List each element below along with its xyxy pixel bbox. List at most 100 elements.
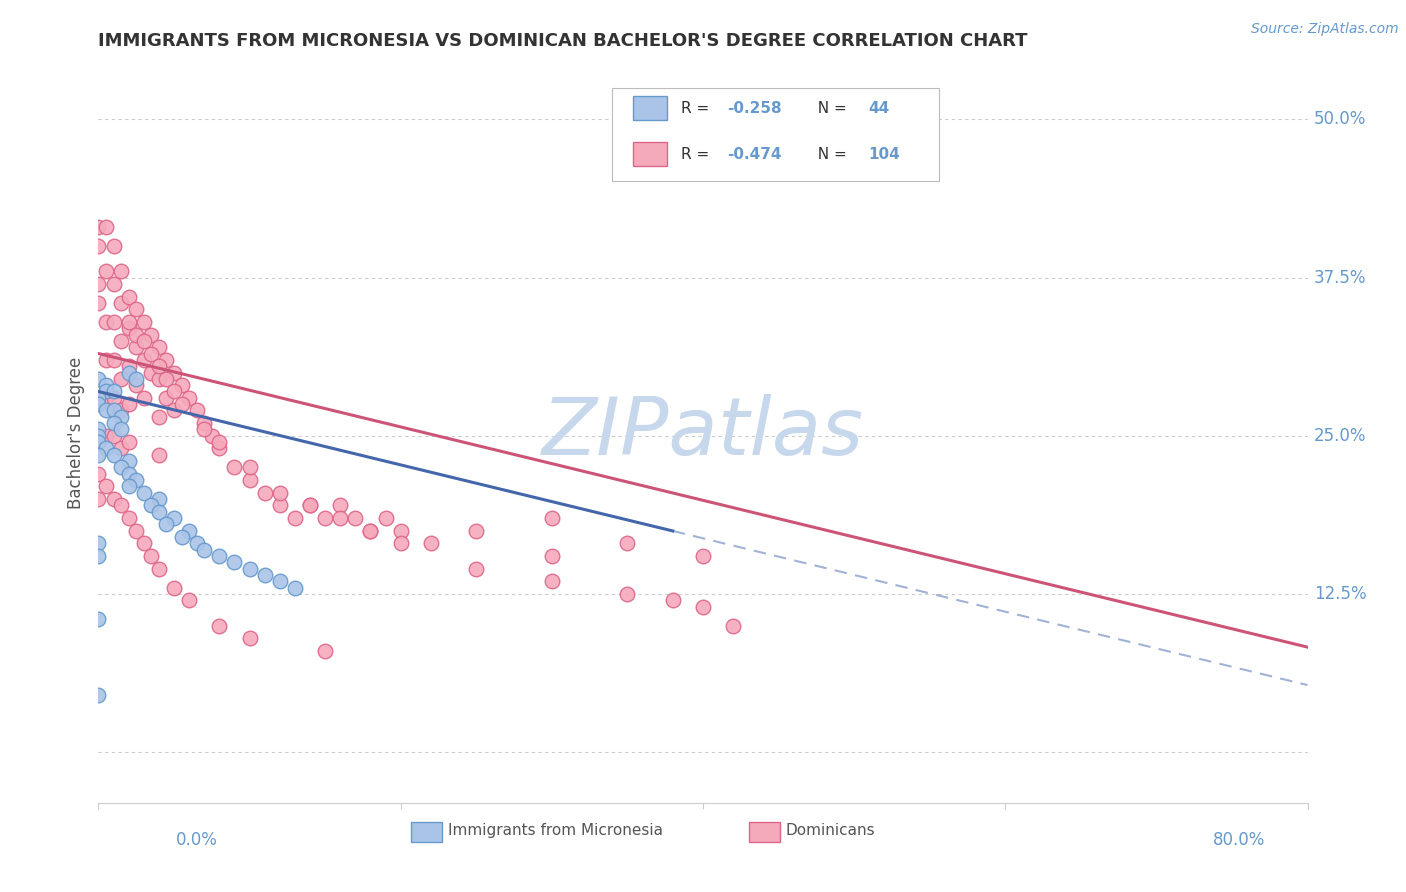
Point [103,352,125,367]
Point [269,485,291,500]
Point [723,618,745,632]
Point [148,359,170,374]
Point [253,485,276,500]
Point [201,429,224,443]
Point [118,435,141,450]
Point [110,372,132,386]
Point [87,422,110,436]
Point [193,422,215,436]
Point [118,467,141,481]
Point [103,448,125,462]
Point [208,618,231,632]
Point [94,391,117,405]
Point [87,536,110,550]
Point [110,296,132,310]
Text: 12.5%: 12.5% [1313,585,1367,603]
Text: Source: ZipAtlas.com: Source: ZipAtlas.com [1251,22,1399,37]
Point [118,366,141,380]
Point [103,384,125,399]
Point [87,549,110,563]
Point [239,473,262,487]
Point [141,549,163,563]
Point [87,219,110,234]
Point [110,499,132,513]
Point [110,409,132,424]
Point [125,302,148,317]
Point [94,384,117,399]
Text: 25.0%: 25.0% [1313,426,1367,445]
Point [94,403,117,417]
Y-axis label: Bachelor's Degree: Bachelor's Degree [67,357,86,508]
Point [299,499,322,513]
Point [132,315,155,329]
Point [269,499,291,513]
Point [87,296,110,310]
Point [118,479,141,493]
Point [163,581,186,595]
Point [170,530,193,544]
Point [132,391,155,405]
Point [163,403,186,417]
Point [87,688,110,702]
Bar [633,143,666,166]
Point [540,549,562,563]
Point [208,549,231,563]
Point [132,485,155,500]
Point [253,568,276,582]
Text: N =: N = [808,147,852,161]
Point [148,448,170,462]
Point [125,473,148,487]
Point [224,460,246,475]
Point [103,403,125,417]
Point [155,372,177,386]
Point [118,511,141,525]
Point [148,505,170,519]
Point [179,524,201,538]
Point [465,562,488,576]
Text: R =: R = [682,101,714,116]
Text: 37.5%: 37.5% [1313,268,1367,286]
Point [87,397,110,411]
Point [94,429,117,443]
Point [389,536,412,550]
Point [239,562,262,576]
Point [110,403,132,417]
Point [170,397,193,411]
Point [148,372,170,386]
Point [132,352,155,367]
Point [224,555,246,569]
Point [465,524,488,538]
Point [87,277,110,291]
Point [360,524,382,538]
Text: Dominicans: Dominicans [785,823,875,838]
Point [110,334,132,348]
Text: ZIPatlas: ZIPatlas [541,393,865,472]
Point [125,340,148,354]
Point [141,327,163,342]
Point [389,524,412,538]
FancyBboxPatch shape [613,88,939,181]
Point [314,511,336,525]
Point [148,340,170,354]
Point [103,315,125,329]
Point [118,397,141,411]
Point [125,524,148,538]
Point [155,391,177,405]
Point [141,366,163,380]
Point [239,632,262,646]
Point [87,429,110,443]
Point [208,442,231,456]
Point [284,581,307,595]
Point [110,264,132,278]
Text: 104: 104 [869,147,900,161]
Point [118,454,141,468]
Point [94,264,117,278]
Point [103,491,125,506]
Point [118,315,141,329]
Point [125,378,148,392]
Point [155,517,177,532]
Point [103,239,125,253]
Point [314,644,336,658]
Text: -0.474: -0.474 [727,147,782,161]
Point [125,372,148,386]
